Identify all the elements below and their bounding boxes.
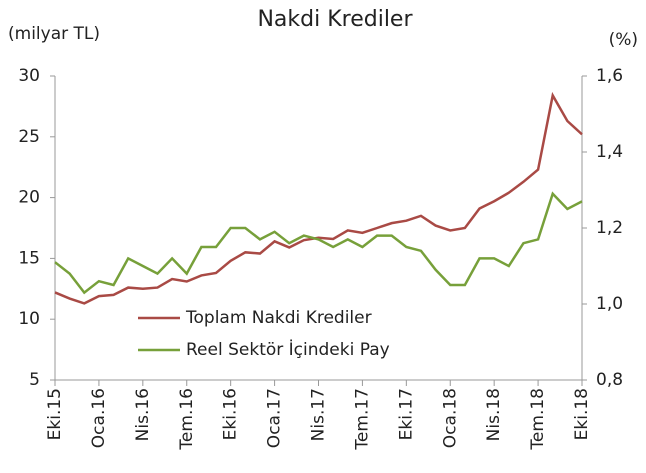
x-tick-label: Eki.15 <box>45 388 65 440</box>
legend-label: Toplam Nakdi Krediler <box>185 308 372 328</box>
x-tick-label: Tem.17 <box>352 388 372 451</box>
series-line <box>54 191 583 295</box>
y2-tick-label: 1,6 <box>596 66 623 86</box>
y2-tick-label: 1,2 <box>596 218 623 238</box>
x-tick-label: Tem.18 <box>528 388 548 451</box>
y-tick-label: 20 <box>18 188 40 208</box>
x-tick-label: Nis.18 <box>484 388 504 441</box>
x-tick-label: Eki.17 <box>396 388 416 440</box>
y-tick-label: 15 <box>18 248 40 268</box>
series-line <box>54 91 583 305</box>
legend-label: Reel Sektör İçindeki Pay <box>186 339 390 360</box>
y-tick-label: 25 <box>18 127 40 147</box>
x-tick-label: Oca.16 <box>89 388 109 448</box>
y2-tick-label: 1,0 <box>596 294 623 314</box>
x-tick-label: Oca.17 <box>265 388 285 448</box>
x-tick-label: Nis.16 <box>133 388 153 441</box>
x-tick-label: Tem.16 <box>177 388 197 451</box>
y-tick-label: 30 <box>18 66 40 86</box>
y-tick-label: 10 <box>18 309 40 329</box>
y2-tick-label: 1,4 <box>596 142 623 162</box>
y-tick-label: 5 <box>29 370 40 390</box>
chart-title: Nakdi Krediler <box>257 7 413 32</box>
x-tick-label: Eki.18 <box>572 388 592 440</box>
x-tick-label: Nis.17 <box>309 388 329 441</box>
x-tick-label: Oca.18 <box>440 388 460 448</box>
y2-tick-label: 0,8 <box>596 370 623 390</box>
y2-axis-label: (%) <box>609 30 638 50</box>
y-axis-label: (milyar TL) <box>8 24 100 44</box>
x-tick-label: Eki.16 <box>221 388 241 440</box>
